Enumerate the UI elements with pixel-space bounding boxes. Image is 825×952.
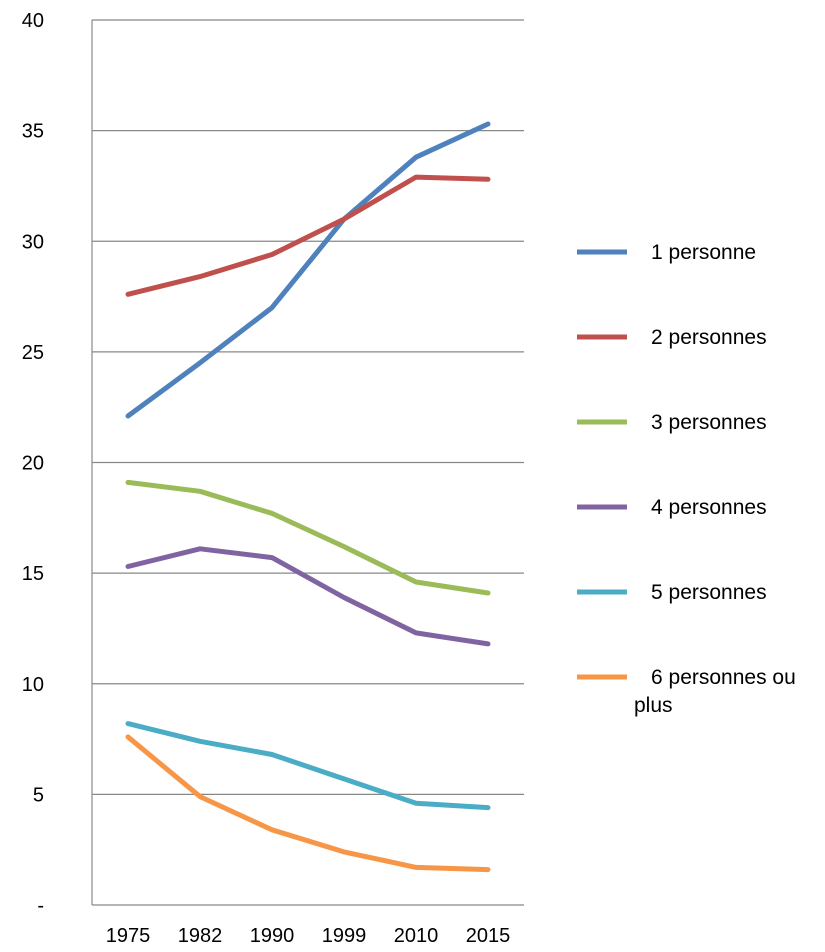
x-tick-label: 1999 (322, 925, 367, 947)
series-line-4 (125, 546, 491, 647)
x-tick-label: 1982 (178, 925, 223, 947)
y-tick-label: 10 (22, 674, 44, 696)
legend-label-6: 6 personnes ou plus (634, 666, 796, 717)
y-tick-label: 30 (22, 231, 44, 253)
x-tick-label: 2010 (394, 925, 439, 947)
series-lines (125, 121, 491, 873)
axes (91, 20, 524, 906)
x-tick-label: 2015 (466, 925, 511, 947)
legend-label-3: 3 personnes (651, 411, 767, 434)
legend-label-2: 2 personnes (651, 326, 767, 349)
y-tick-label: 35 (22, 121, 44, 143)
y-axis-tick-labels: - 5 10 15 20 25 30 35 40 (22, 10, 44, 917)
y-tick-label: 25 (22, 342, 44, 364)
x-tick-label: 1975 (106, 925, 151, 947)
legend-label-4: 4 personnes (651, 496, 767, 519)
legend-label-5: 5 personnes (651, 581, 767, 604)
y-tick-label: 40 (22, 10, 44, 32)
x-axis-tick-labels: 1975 1982 1990 1999 2010 2015 (106, 925, 511, 947)
grid-lines (92, 19, 524, 795)
legend: 1 personne 2 personnes 3 personnes 4 person… (577, 241, 796, 717)
series-line-2 (125, 174, 491, 297)
y-tick-label: 20 (22, 453, 44, 475)
y-tick-label: 15 (22, 563, 44, 585)
legend-label-1: 1 personne (651, 241, 756, 264)
series-line-6 (125, 734, 491, 873)
series-line-1 (125, 121, 491, 419)
y-tick-label: - (37, 895, 44, 917)
x-tick-label: 1990 (250, 925, 295, 947)
series-line-5 (125, 721, 491, 811)
series-line-3 (125, 479, 491, 596)
y-tick-label: 5 (33, 784, 44, 806)
